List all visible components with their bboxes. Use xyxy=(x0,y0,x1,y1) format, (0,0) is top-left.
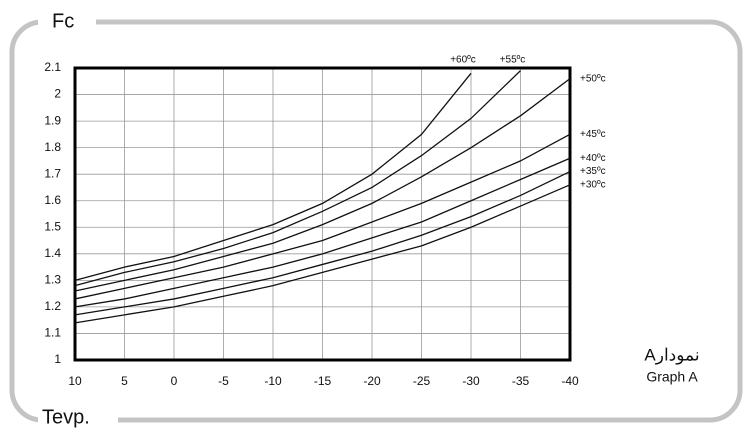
x-tick-label: -5 xyxy=(218,374,229,388)
y-tick-label: 1.4 xyxy=(44,246,61,260)
line xyxy=(74,133,571,300)
series-label: +30ºc xyxy=(580,179,606,190)
y-tick-label: 1.6 xyxy=(44,193,61,207)
frame xyxy=(9,19,743,423)
x-tick-label: -40 xyxy=(561,374,579,388)
series-label: +50ºc xyxy=(580,73,606,84)
y-tick-label: 1.2 xyxy=(44,299,61,313)
y-tick-label: 1.5 xyxy=(44,219,61,233)
y-tick-label: 1.8 xyxy=(44,140,61,154)
line xyxy=(74,70,521,287)
x-axis-label: Tevp. xyxy=(42,406,90,428)
y-tick-label: 1.9 xyxy=(44,113,61,127)
x-tick-label: -10 xyxy=(264,374,282,388)
annotation: Graph A xyxy=(646,369,698,385)
x-tick-label: 0 xyxy=(171,374,178,388)
annotation: نمودارA xyxy=(644,345,699,365)
line xyxy=(74,157,571,308)
line xyxy=(74,78,571,292)
series-label: +60ºc xyxy=(450,55,476,66)
y-tick-label: 1.1 xyxy=(44,326,61,340)
x-tick-label: -25 xyxy=(413,374,431,388)
x-tick-label: -20 xyxy=(363,374,381,388)
y-tick-label: 1.3 xyxy=(44,273,61,287)
y-tick-label: 2.1 xyxy=(44,60,61,74)
line xyxy=(74,72,472,281)
line xyxy=(74,184,571,324)
y-tick-label: 1 xyxy=(54,352,61,366)
line xyxy=(74,170,571,316)
x-tick-label: -35 xyxy=(512,374,530,388)
frame-gap xyxy=(38,405,118,435)
x-tick-label: -30 xyxy=(462,374,480,388)
series-label: +55ºc xyxy=(500,55,526,66)
y-tick-label: 1.7 xyxy=(44,166,61,180)
y-tick-label: 2 xyxy=(54,87,61,101)
x-tick-label: -15 xyxy=(314,374,332,388)
series-label: +40ºc xyxy=(580,153,606,164)
plot-border xyxy=(73,66,572,362)
y-axis-label: Fc xyxy=(52,10,74,32)
series-label: +35ºc xyxy=(580,166,606,177)
series-label: +45ºc xyxy=(580,129,606,140)
frame-gap xyxy=(38,8,96,36)
x-tick-label: 10 xyxy=(68,374,82,388)
x-tick-label: 5 xyxy=(121,374,128,388)
